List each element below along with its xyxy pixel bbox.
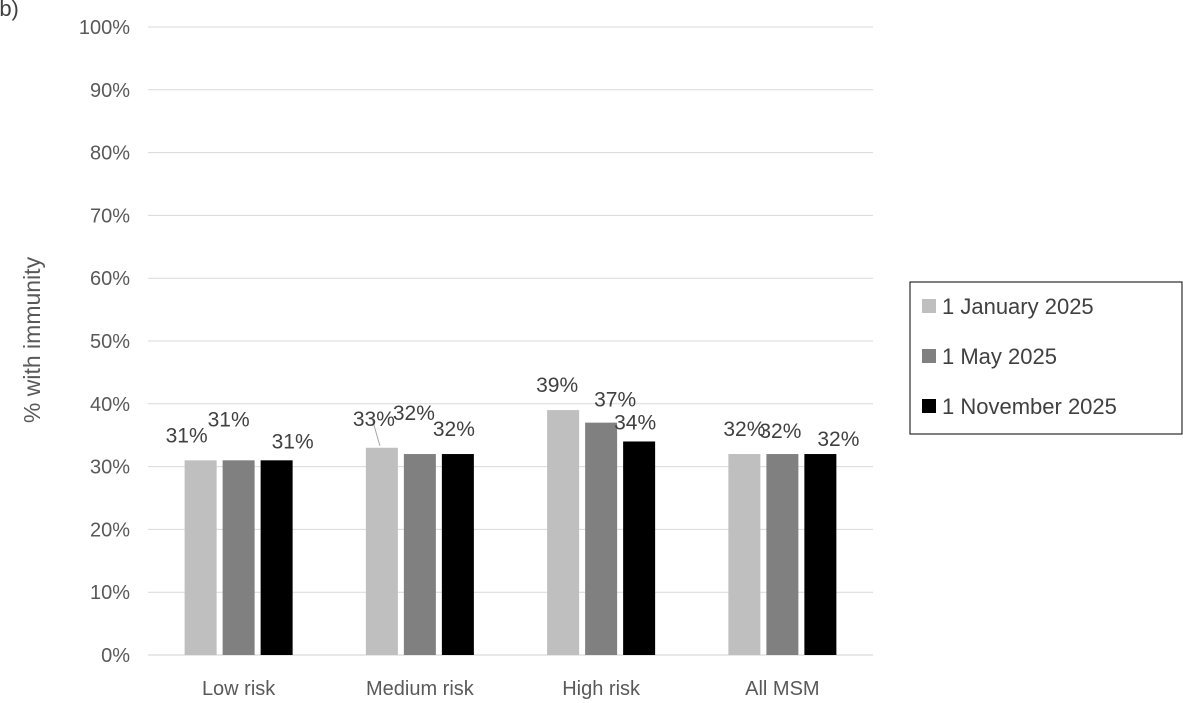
data-label: 33% (353, 408, 395, 431)
leader-lines (371, 417, 381, 446)
y-tick-label: 90% (90, 80, 130, 102)
data-label: 32% (759, 420, 801, 443)
bar (585, 422, 618, 655)
data-label: 31% (272, 430, 314, 453)
legend-box (909, 281, 1183, 435)
y-tick-label: 60% (90, 268, 130, 290)
data-label: 34% (614, 411, 656, 434)
y-tick-label: 10% (90, 582, 130, 604)
panel-label: (b) (0, 0, 19, 21)
legend-item-label: 1 November 2025 (942, 394, 1117, 419)
y-tick-label: 20% (90, 519, 130, 541)
x-tick-label: Low risk (202, 678, 276, 700)
data-label: 32% (433, 418, 475, 441)
bar (728, 454, 761, 655)
y-tick-label: 30% (90, 457, 130, 479)
data-label: 31% (166, 424, 208, 447)
legend-item-label: 1 January 2025 (942, 294, 1094, 319)
bar (623, 441, 656, 655)
bar (222, 460, 255, 655)
legend-swatch (922, 299, 936, 313)
data-label: 32% (817, 428, 859, 451)
legend-swatch (922, 399, 936, 413)
y-axis-ticks: 0% 10% 20% 30% 40% 50% 60% 70% 80% 90% 100% (79, 17, 130, 667)
bar (547, 410, 580, 655)
x-tick-label: High risk (562, 678, 641, 700)
y-tick-label: 70% (90, 205, 130, 227)
gridlines (148, 26, 873, 656)
bar (403, 454, 436, 655)
leader-line (371, 417, 381, 446)
legend-swatch (922, 349, 936, 363)
bars (184, 410, 837, 655)
bar (441, 454, 474, 655)
y-axis-label: % with immunity (19, 256, 45, 423)
bar (260, 460, 293, 655)
data-label: 32% (393, 402, 435, 425)
y-tick-label: 100% (79, 17, 130, 39)
data-label: 32% (723, 418, 765, 441)
y-tick-label: 40% (90, 394, 130, 416)
data-label: 37% (594, 389, 636, 412)
data-label: 39% (536, 374, 578, 397)
x-axis-categories: Low risk Medium risk High risk All MSM (202, 678, 820, 700)
y-tick-label: 80% (90, 143, 130, 165)
x-tick-label: Medium risk (366, 678, 475, 700)
bar (804, 454, 837, 655)
data-label: 31% (208, 408, 250, 431)
legend-item-label: 1 May 2025 (942, 344, 1057, 369)
bar (365, 447, 398, 655)
data-labels: 31%31%31%33%32%32%39%37%34% 32%32% 32% (166, 374, 860, 453)
y-tick-label: 0% (101, 645, 130, 667)
bar (766, 454, 799, 655)
bar (184, 460, 217, 655)
x-tick-label: All MSM (745, 678, 819, 700)
legend: 1 January 2025 1 May 2025 1 November 2025 (909, 281, 1183, 435)
y-tick-label: 50% (90, 331, 130, 353)
